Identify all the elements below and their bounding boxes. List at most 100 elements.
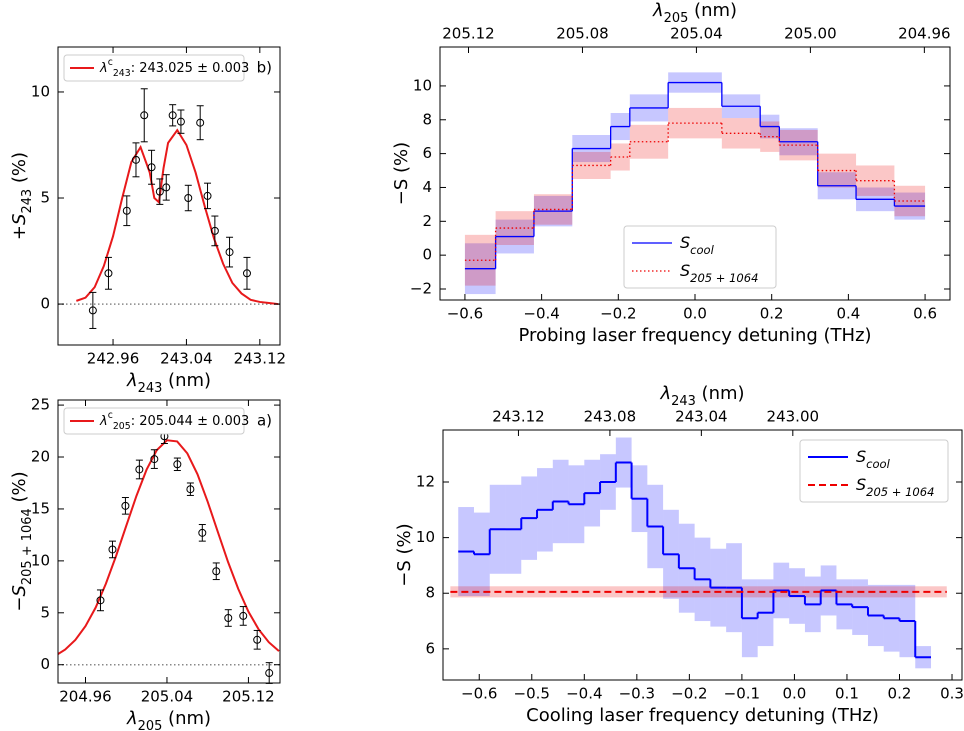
data-point — [224, 613, 233, 622]
axes-frame — [442, 429, 963, 681]
plot-area — [58, 128, 280, 306]
data-point — [162, 183, 171, 192]
text-part: (nm) — [162, 370, 211, 391]
y-axis-label: −S (%) — [394, 523, 415, 586]
text-part: 205 + 1064 — [20, 508, 35, 585]
data-point — [196, 118, 205, 127]
text-part: S — [9, 214, 30, 225]
y-tick-label: 2 — [422, 212, 432, 230]
legend-box — [623, 225, 777, 289]
text-part: λ — [659, 383, 671, 404]
text-part: 205 + 1064 — [866, 485, 934, 499]
y-tick-label: 10 — [413, 76, 432, 94]
y-axis-label: −S (%) — [391, 142, 412, 205]
x-axis-label: λ205 (nm) — [126, 708, 211, 731]
y-tick-label: 12 — [416, 473, 435, 491]
data-point — [225, 248, 234, 257]
x-tick-label: −0.1 — [724, 685, 760, 703]
y-tick-label: 10 — [31, 82, 50, 100]
error-band — [856, 165, 895, 196]
x2-tick-label: 205.12 — [442, 25, 495, 43]
x-tick-label: −0.3 — [619, 685, 655, 703]
axes-frame — [439, 46, 951, 301]
text-part: 243 — [671, 394, 696, 409]
x-tick-label: −0.4 — [566, 685, 602, 703]
error-band — [760, 121, 780, 152]
y-tick-label: 6 — [425, 639, 435, 657]
x2-tick-label: 205.04 — [670, 25, 723, 43]
text-part: 205 — [664, 11, 689, 26]
text-part: S — [856, 447, 866, 466]
data-point — [88, 306, 97, 315]
text-part: −S (%) — [391, 142, 412, 205]
x-tick-label: 243.12 — [234, 350, 287, 368]
data-point — [242, 269, 251, 278]
text-part: (%) — [9, 152, 30, 189]
text-part: 205 + 1064 — [690, 271, 758, 285]
y-tick-label: −2 — [410, 280, 432, 298]
x-tick-label: 0.2 — [888, 685, 912, 703]
x-tick-label: −0.6 — [461, 685, 497, 703]
x2-tick-label: 205.08 — [556, 25, 609, 43]
y-tick-label: 8 — [422, 110, 432, 128]
x-tick-label: 205.04 — [141, 688, 194, 706]
data-point — [104, 269, 113, 278]
data-point — [150, 455, 159, 464]
plot-area — [450, 437, 947, 669]
y-tick-label: 6 — [422, 144, 432, 162]
error-band — [779, 129, 818, 161]
data-point — [186, 485, 195, 494]
legend-label: S205 + 1064 — [680, 261, 758, 285]
y-tick-label: 15 — [31, 499, 50, 517]
x-tick-label: 243.04 — [160, 350, 213, 368]
text-part: λ — [126, 708, 138, 729]
error-band — [721, 118, 761, 149]
text-part: (nm) — [688, 0, 737, 21]
legend-label: S205 + 1064 — [856, 475, 934, 499]
text-part: (%) — [9, 471, 30, 508]
data-point — [173, 460, 182, 469]
text-part: λ — [99, 61, 108, 76]
text-part: S — [9, 585, 30, 596]
y-axis-label: +S243 (%) — [9, 152, 35, 240]
axes-frame — [57, 46, 281, 346]
text-part: (nm) — [162, 708, 211, 729]
data-point — [155, 187, 164, 196]
x-tick-label: 0.3 — [940, 685, 964, 703]
text-part: 205 — [113, 421, 131, 432]
x-axis-label: Cooling laser frequency detuning (THz) — [526, 705, 879, 726]
text-part: (nm) — [696, 383, 745, 404]
fit-curve — [58, 439, 280, 656]
text-part: c — [108, 410, 113, 421]
legend-label: Scool — [680, 233, 715, 257]
error-band — [610, 143, 630, 171]
x-tick-label: 0.6 — [913, 305, 937, 323]
data-point — [122, 206, 131, 215]
x2-tick-label: 243.04 — [675, 408, 728, 426]
x-tick-label: −0.2 — [671, 685, 707, 703]
data-point — [265, 669, 274, 678]
y-tick-label: 20 — [31, 448, 50, 466]
data-point — [135, 465, 144, 474]
text-part: −S (%) — [394, 523, 415, 586]
data-point — [140, 111, 149, 120]
panel-label: b) — [257, 59, 272, 77]
data-point — [198, 528, 207, 537]
data-point — [184, 194, 193, 203]
x-tick-label: 205.12 — [222, 688, 275, 706]
plot-area — [58, 439, 280, 666]
x-tick-label: −0.2 — [600, 305, 636, 323]
text-part: 243 — [138, 381, 163, 396]
text-part: 243 — [20, 189, 35, 214]
y-tick-label: 0 — [40, 655, 50, 673]
data-point — [210, 226, 219, 235]
data-point — [212, 567, 221, 576]
legend-label: λc243: 243.025 ± 0.003 — [99, 57, 249, 79]
legend: λc205: 205.044 ± 0.003 — [63, 407, 249, 435]
data-point — [176, 117, 185, 126]
x2-axis-label: λ243 (nm) — [659, 383, 744, 409]
x-tick-label: −0.5 — [514, 685, 550, 703]
data-point — [239, 611, 248, 620]
y-tick-label: 4 — [422, 178, 432, 196]
